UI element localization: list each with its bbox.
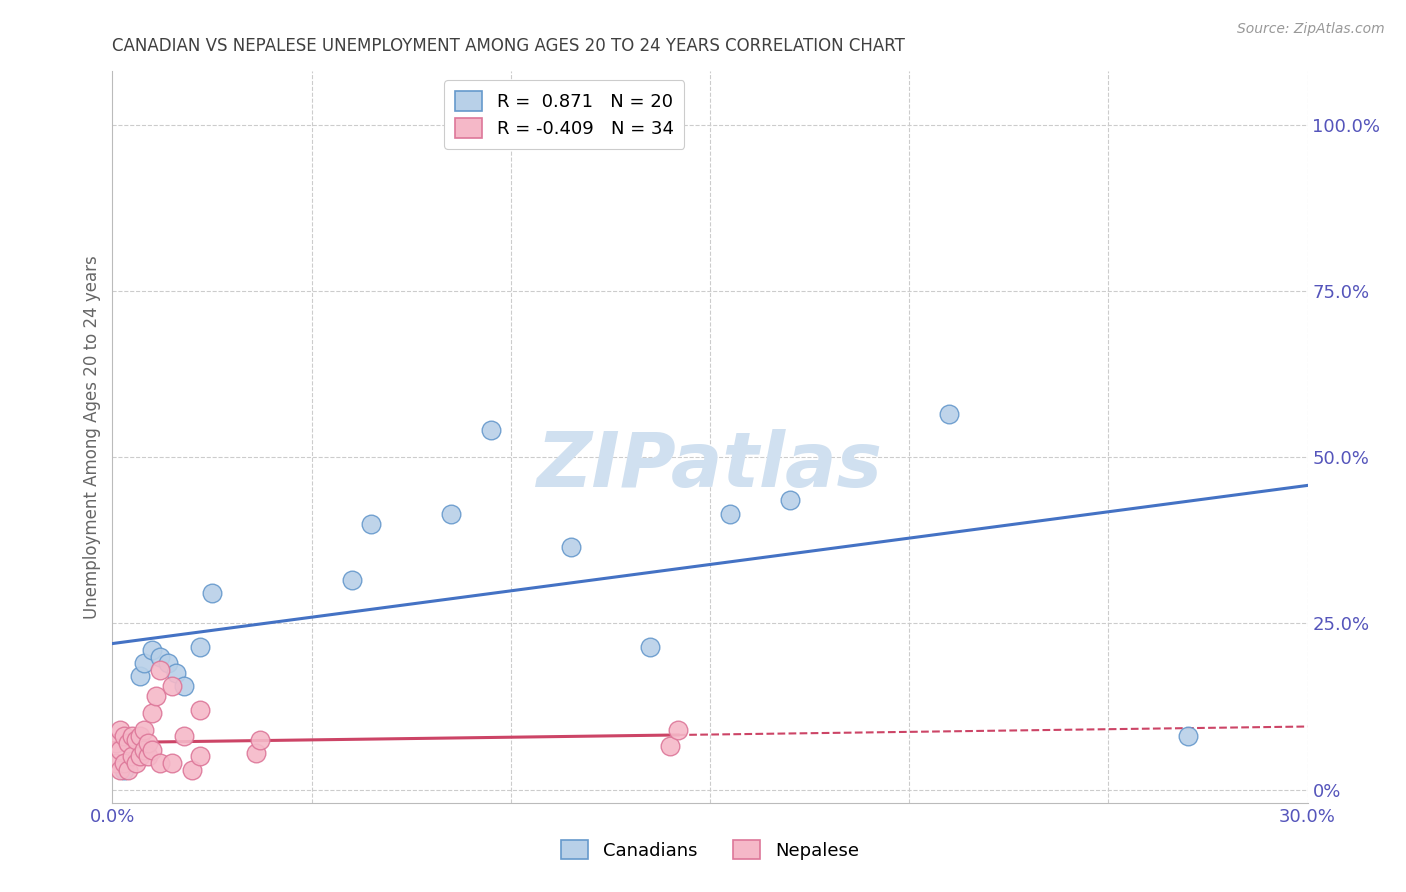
- Point: [173, 729, 195, 743]
- Point: [145, 690, 167, 704]
- Y-axis label: Unemployment Among Ages 20 to 24 years: Unemployment Among Ages 20 to 24 years: [83, 255, 101, 619]
- Point: [666, 723, 689, 737]
- Point: [121, 749, 143, 764]
- Point: [188, 640, 211, 654]
- Point: [938, 407, 960, 421]
- Point: [141, 706, 163, 720]
- Point: [181, 763, 204, 777]
- Point: [718, 507, 741, 521]
- Point: [129, 749, 152, 764]
- Point: [105, 736, 128, 750]
- Point: [188, 703, 211, 717]
- Point: [201, 586, 224, 600]
- Point: [149, 756, 172, 770]
- Point: [440, 507, 463, 521]
- Point: [129, 729, 152, 743]
- Point: [117, 763, 139, 777]
- Point: [162, 756, 183, 770]
- Point: [114, 763, 135, 777]
- Point: [340, 573, 363, 587]
- Point: [157, 656, 180, 670]
- Point: [134, 656, 156, 670]
- Point: [162, 680, 183, 694]
- Point: [141, 742, 163, 756]
- Point: [640, 640, 662, 654]
- Point: [121, 729, 143, 743]
- Point: [105, 756, 128, 770]
- Point: [245, 746, 267, 760]
- Text: CANADIAN VS NEPALESE UNEMPLOYMENT AMONG AGES 20 TO 24 YEARS CORRELATION CHART: CANADIAN VS NEPALESE UNEMPLOYMENT AMONG …: [112, 37, 905, 54]
- Legend: Canadians, Nepalese: Canadians, Nepalese: [554, 832, 866, 867]
- Point: [479, 424, 502, 438]
- Point: [188, 749, 211, 764]
- Text: ZIPatlas: ZIPatlas: [537, 429, 883, 503]
- Point: [110, 742, 132, 756]
- Point: [114, 729, 135, 743]
- Point: [249, 732, 271, 747]
- Point: [110, 763, 132, 777]
- Point: [149, 649, 172, 664]
- Point: [134, 742, 156, 756]
- Point: [141, 643, 163, 657]
- Text: Source: ZipAtlas.com: Source: ZipAtlas.com: [1237, 22, 1385, 37]
- Point: [125, 732, 148, 747]
- Point: [149, 663, 172, 677]
- Point: [1177, 729, 1199, 743]
- Point: [138, 749, 160, 764]
- Point: [173, 680, 195, 694]
- Point: [165, 666, 187, 681]
- Point: [659, 739, 682, 754]
- Point: [117, 736, 139, 750]
- Point: [138, 736, 160, 750]
- Point: [360, 516, 382, 531]
- Point: [125, 756, 148, 770]
- Point: [129, 669, 152, 683]
- Point: [134, 723, 156, 737]
- Point: [779, 493, 801, 508]
- Point: [110, 723, 132, 737]
- Point: [560, 540, 582, 554]
- Point: [114, 756, 135, 770]
